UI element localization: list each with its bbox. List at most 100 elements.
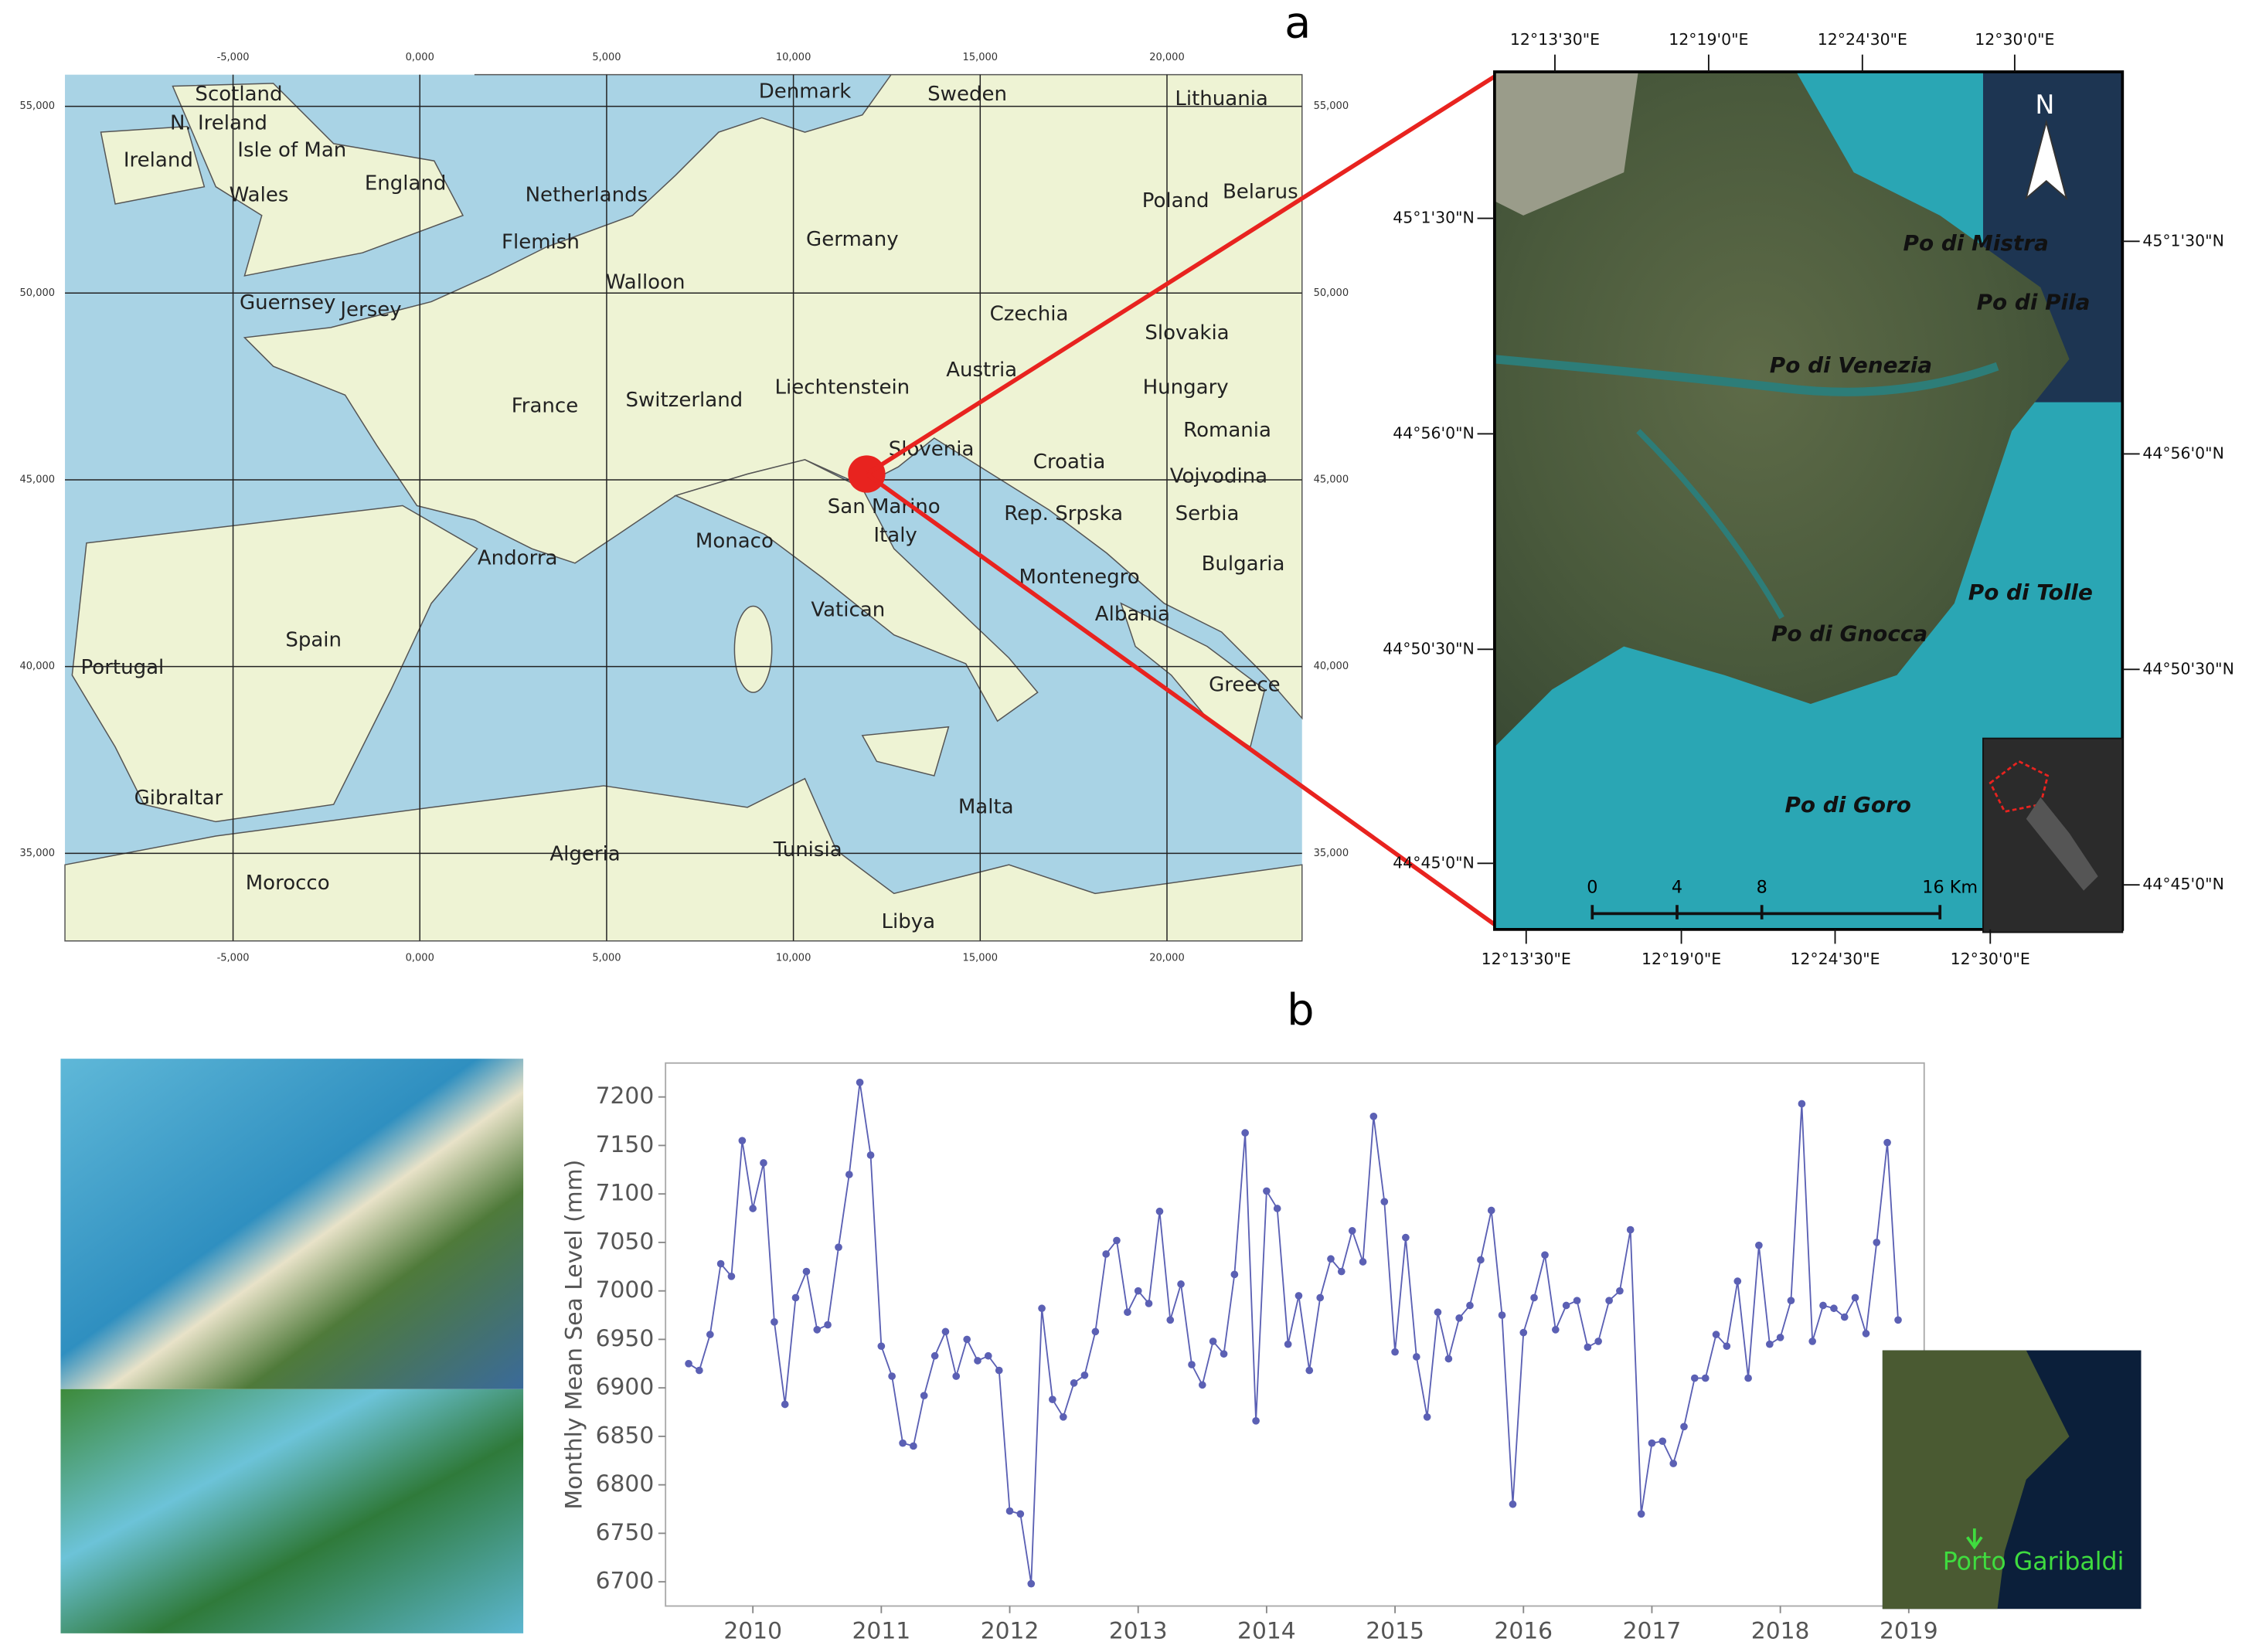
map-grid-label: 20,000 bbox=[1149, 52, 1185, 63]
place-label: Jersey bbox=[339, 298, 401, 321]
longitude-label: 12°24'30"E bbox=[1818, 30, 1907, 49]
data-point bbox=[1049, 1395, 1056, 1404]
latitude-label: 44°56'0"N bbox=[1393, 423, 1475, 442]
map-grid-label: 5,000 bbox=[592, 52, 621, 63]
delta-labels: 12°13'30"E 12°19'0"E 12°24'30"E 12°30'0"E 12… bbox=[1383, 30, 2234, 968]
river bbox=[1636, 429, 1784, 620]
y-tick-label: 6800 bbox=[596, 1470, 655, 1497]
inset-land bbox=[1882, 1350, 2070, 1610]
data-point bbox=[749, 1205, 757, 1212]
longitude-label: 12°19'0"E bbox=[1669, 30, 1748, 49]
branch-label: Po di Mistra bbox=[1903, 230, 2049, 256]
y-tick-label: 6950 bbox=[596, 1325, 655, 1352]
place-label: Algeria bbox=[549, 843, 620, 866]
data-point bbox=[1348, 1227, 1356, 1235]
place-label: Poland bbox=[1142, 189, 1209, 212]
data-point bbox=[1059, 1412, 1067, 1421]
place-label: England bbox=[365, 172, 447, 195]
locator-land bbox=[2026, 797, 2098, 891]
data-point bbox=[845, 1171, 853, 1178]
inset-label: Porto Garibaldi bbox=[1943, 1548, 2125, 1576]
data-point bbox=[1391, 1348, 1399, 1356]
data-point bbox=[1573, 1297, 1581, 1305]
data-point bbox=[1541, 1251, 1549, 1259]
land bbox=[64, 73, 1303, 942]
data-point bbox=[1102, 1250, 1110, 1258]
data-point bbox=[1519, 1328, 1528, 1337]
photo bbox=[60, 1059, 524, 1389]
map-grid-label: -5,000 bbox=[217, 52, 250, 63]
latitude-label: 44°50'30"N bbox=[2142, 659, 2234, 678]
data-point bbox=[1241, 1129, 1249, 1137]
locator-region bbox=[1989, 760, 2050, 813]
place-label: Wales bbox=[230, 183, 289, 206]
map-grid-label: 10,000 bbox=[776, 953, 811, 964]
latitude-label: 44°50'30"N bbox=[1383, 639, 1475, 658]
data-point bbox=[1819, 1301, 1827, 1310]
longitude-label: 12°19'0"E bbox=[1642, 950, 1721, 968]
data-point bbox=[1166, 1316, 1175, 1324]
branch-label: Po di Tolle bbox=[1968, 580, 2093, 605]
data-point bbox=[1220, 1350, 1228, 1358]
data-point bbox=[1005, 1507, 1014, 1515]
town bbox=[1494, 71, 1638, 216]
map-grid-label: 20,000 bbox=[1149, 953, 1185, 964]
map-grid-label: 45,000 bbox=[20, 474, 55, 485]
data-point bbox=[1188, 1361, 1196, 1368]
data-point bbox=[1862, 1330, 1870, 1338]
river bbox=[1494, 355, 1999, 396]
branch-label: Po di Gnocca bbox=[1771, 621, 1927, 647]
data-point bbox=[738, 1137, 747, 1144]
data-point bbox=[813, 1326, 822, 1334]
y-tick-label: 6700 bbox=[596, 1568, 655, 1595]
data-point bbox=[1840, 1313, 1849, 1321]
place-label: Rep. Srpska bbox=[1004, 502, 1123, 525]
map-grid: -5,000 -5,000 0,000 0,000 5,000 5,000 10,000 10… bbox=[20, 52, 1349, 964]
data-point bbox=[727, 1273, 736, 1280]
place-label: Ireland bbox=[124, 149, 193, 172]
data-point bbox=[1723, 1342, 1731, 1351]
place-label: Slovakia bbox=[1145, 321, 1229, 345]
map-grid-label: 45,000 bbox=[1314, 474, 1349, 485]
location-inset: Porto Garibaldi bbox=[1882, 1350, 2142, 1610]
data-point bbox=[1530, 1293, 1538, 1302]
latitude-label: 44°45'0"N bbox=[1393, 853, 1475, 872]
data-point bbox=[771, 1317, 778, 1326]
place-label: Croatia bbox=[1033, 450, 1106, 474]
place-label: Montenegro bbox=[1019, 566, 1140, 589]
scale-label: 16 Km bbox=[1922, 877, 1978, 897]
data-point bbox=[1359, 1258, 1367, 1266]
data-point bbox=[802, 1267, 811, 1276]
map-grid-label: 15,000 bbox=[963, 953, 999, 964]
latitude-label: 44°45'0"N bbox=[2142, 875, 2224, 893]
longitude-label: 12°30'0"E bbox=[1951, 950, 2030, 968]
north-arrow bbox=[2025, 119, 2068, 201]
place-label: Austria bbox=[946, 359, 1017, 382]
data-point bbox=[1562, 1301, 1570, 1310]
place-label: Isle of Man bbox=[237, 139, 346, 162]
y-tick-label: 7100 bbox=[596, 1180, 655, 1207]
data-point bbox=[1252, 1416, 1260, 1425]
plot-area bbox=[665, 1062, 1925, 1607]
map-grid-label: 40,000 bbox=[1314, 661, 1349, 672]
data-point bbox=[1509, 1500, 1517, 1508]
data-point bbox=[1498, 1311, 1506, 1319]
data-point bbox=[1744, 1374, 1752, 1382]
data-point bbox=[1776, 1334, 1784, 1341]
data-point bbox=[1155, 1207, 1164, 1215]
place-label: Serbia bbox=[1175, 502, 1240, 525]
data-point bbox=[1894, 1316, 1902, 1324]
data-point bbox=[716, 1259, 725, 1268]
x-tick-label: 2014 bbox=[1237, 1617, 1296, 1644]
place-label: Switzerland bbox=[625, 389, 743, 412]
data-point bbox=[1851, 1293, 1859, 1302]
place-label: Liechtenstein bbox=[774, 376, 910, 399]
data-point bbox=[781, 1400, 789, 1409]
data-point bbox=[1316, 1293, 1325, 1302]
y-tick-label: 6750 bbox=[596, 1519, 655, 1546]
data-point bbox=[1284, 1340, 1292, 1348]
place-label: N. Ireland bbox=[170, 111, 267, 134]
place-label: Malta bbox=[958, 795, 1014, 818]
latitude-label: 44°56'0"N bbox=[2142, 444, 2224, 462]
branch-label: Po di Pila bbox=[1977, 289, 2091, 314]
